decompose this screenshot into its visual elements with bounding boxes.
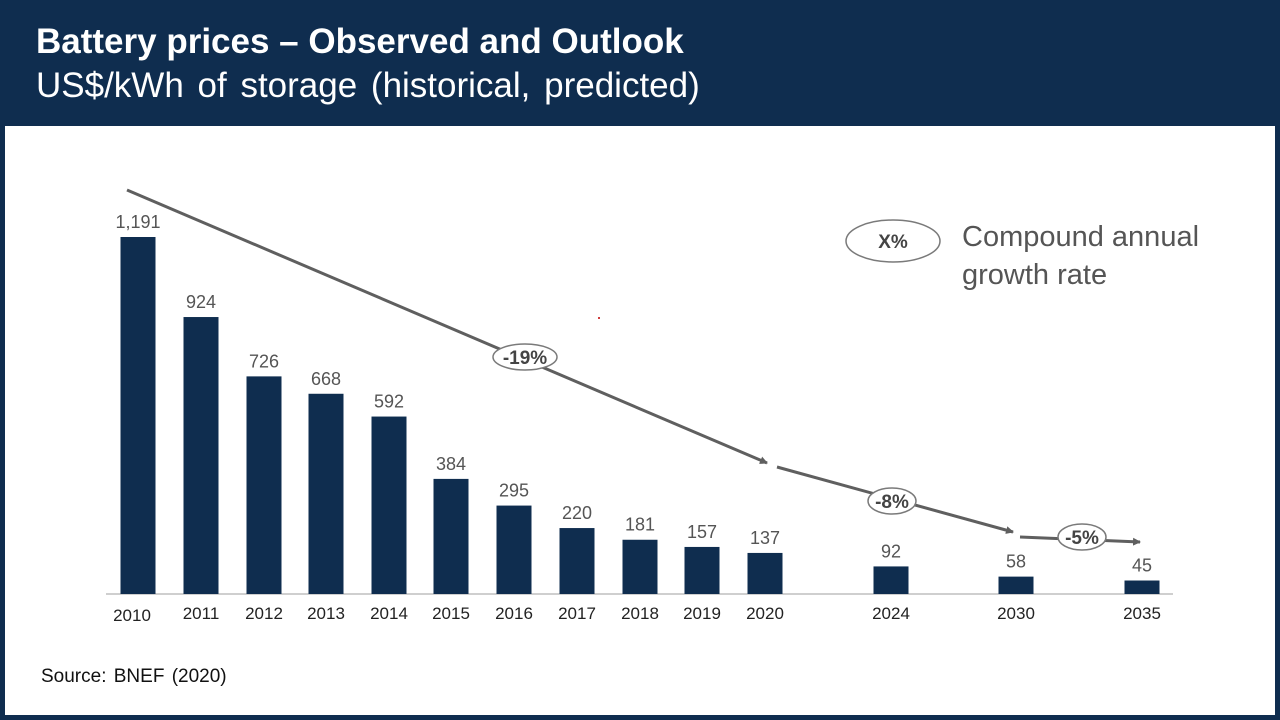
cagr-trend-arrow	[126, 188, 768, 465]
x-tick-label: 2018	[621, 604, 659, 623]
bar	[433, 478, 469, 594]
bar-value-label: 592	[374, 392, 404, 412]
x-tick-label: 2010	[113, 606, 151, 625]
x-tick-label: 2017	[558, 604, 596, 623]
bar	[496, 505, 532, 594]
cagr-badge	[492, 343, 558, 371]
bar-value-label: 924	[186, 292, 216, 312]
bar	[371, 416, 407, 594]
bar-value-label: 157	[687, 522, 717, 542]
bar-value-label: 220	[562, 503, 592, 523]
x-tick-label: 2035	[1123, 604, 1161, 623]
bar	[998, 576, 1034, 594]
bar	[747, 552, 783, 594]
source-note: Source: BNEF (2020)	[41, 666, 227, 687]
bar	[622, 539, 658, 594]
x-tick-label: 2014	[370, 604, 408, 623]
x-tick-label: 2013	[307, 604, 345, 623]
bar-value-label: 1,191	[115, 212, 160, 232]
bar-value-label: 92	[881, 541, 901, 561]
x-tick-label: 2015	[432, 604, 470, 623]
bar	[308, 393, 344, 594]
bar-value-label: 181	[625, 515, 655, 535]
bar	[120, 237, 156, 594]
bar	[183, 317, 219, 594]
cagr-label: -8%	[875, 492, 909, 513]
header-bar: Battery prices – Observed and Outlook US…	[0, 0, 1280, 126]
bar	[684, 546, 720, 594]
page-subtitle: US$/kWh of storage (historical, predicte…	[36, 66, 700, 105]
legend-symbol-ellipse	[845, 219, 941, 263]
x-tick-label: 2011	[183, 604, 220, 623]
bar	[559, 528, 595, 594]
x-tick-label: 2024	[872, 604, 910, 623]
bar-value-label: 58	[1006, 552, 1026, 572]
x-tick-label: 2016	[495, 604, 533, 623]
bar-value-label: 295	[499, 481, 529, 501]
bar-value-label: 137	[750, 528, 780, 548]
cagr-label: -5%	[1065, 528, 1099, 549]
cagr-label: -19%	[503, 348, 547, 369]
legend-label: Compound annual growth rate	[962, 221, 1200, 291]
bar-value-label: 45	[1132, 556, 1152, 576]
cagr-badge	[1057, 523, 1107, 551]
bar-value-label: 668	[311, 369, 341, 389]
page-title: Battery prices – Observed and Outlook	[36, 22, 684, 61]
bar	[1124, 580, 1160, 594]
bar	[246, 376, 282, 594]
x-tick-label: 2012	[245, 604, 283, 623]
x-tick-label: 2030	[997, 604, 1035, 623]
bar-value-label: 384	[436, 454, 466, 474]
x-tick-label: 2020	[746, 604, 784, 623]
cagr-badge	[867, 487, 917, 515]
x-tick-label: 2019	[683, 604, 721, 623]
bar-value-label: 726	[249, 351, 279, 371]
bar	[873, 566, 909, 594]
marker-dot	[598, 317, 600, 319]
legend-symbol-text: X%	[878, 232, 908, 253]
